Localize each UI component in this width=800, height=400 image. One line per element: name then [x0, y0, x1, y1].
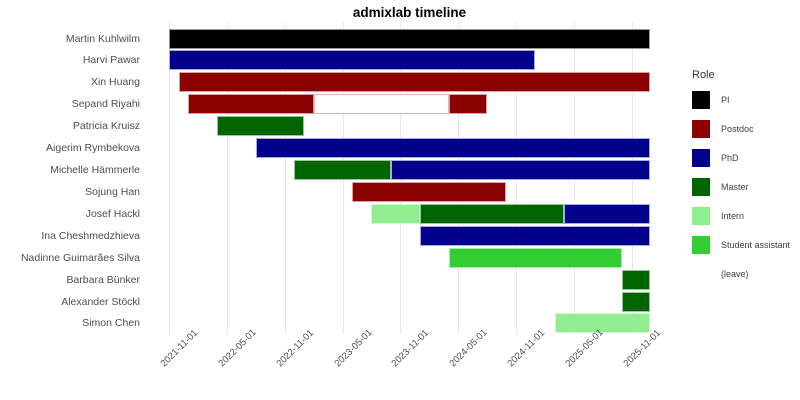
gantt-bar-master [217, 116, 304, 137]
gantt-bar-postdoc [188, 94, 314, 115]
gantt-bar-master [622, 291, 650, 312]
legend-entry: Intern [692, 207, 798, 225]
legend-entry: Postdoc [692, 120, 798, 138]
gantt-bar-phd [564, 203, 650, 224]
legend-label: PI [721, 95, 730, 105]
legend-title: Role [692, 69, 715, 81]
legend-swatch-master [692, 178, 710, 196]
row-label: Ina Cheshmedzhieva [41, 229, 140, 242]
chart-title: admixlab timeline [352, 5, 467, 20]
gantt-bar-student-assistant [448, 247, 623, 268]
row-label: Aigerim Rymbekova [46, 142, 140, 155]
legend-label: (leave) [721, 269, 749, 279]
legend: Role PI Postdoc PhD Master Intern Student ass… [692, 69, 798, 294]
gantt-bar-master [294, 160, 391, 181]
legend-swatch-phd [692, 149, 710, 167]
row-label: Martin Kuhlwilm [65, 32, 140, 45]
gridline [284, 22, 286, 334]
row-label: Nadinne Guimarães Silva [20, 251, 140, 264]
row-label: Simon Chen [82, 317, 140, 330]
gantt-bar-postdoc [448, 94, 488, 115]
legend-entry: PI [692, 91, 798, 109]
gantt-bar-phd [419, 225, 650, 246]
legend-entry: Student assistant [692, 236, 798, 254]
row-label: Harvi Pawar [82, 54, 140, 67]
legend-swatch-pi [692, 91, 710, 109]
row-label: Alexander Stöckl [61, 295, 140, 308]
gridline [169, 22, 170, 334]
legend-label: Student assistant [721, 240, 791, 250]
legend-label: Master [721, 182, 749, 192]
row-label: Sepand Riyahi [71, 98, 140, 111]
plot-area [169, 22, 650, 334]
legend-swatch-postdoc [692, 120, 710, 138]
gantt-bar-phd [169, 50, 536, 71]
legend-swatch-leave [692, 265, 710, 283]
row-label: Michelle Hämmerle [50, 164, 140, 177]
gantt-bar-master [419, 203, 565, 224]
gridline [226, 22, 228, 334]
row-label: Sojung Han [85, 185, 140, 198]
gantt-bar-phd [255, 138, 650, 159]
gantt-bar-postdoc [178, 72, 650, 93]
row-label: Xin Huang [90, 76, 140, 89]
row-label: Josef Hackl [85, 207, 140, 220]
gantt-bar-postdoc [352, 181, 507, 202]
row-label: Patricia Kruisz [72, 120, 140, 133]
legend-entry: Master [692, 178, 798, 196]
legend-entry: (leave) [692, 265, 798, 283]
row-label: Barbara Bünker [66, 273, 140, 286]
legend-swatch-student-assistant [692, 236, 710, 254]
legend-label: Postdoc [721, 124, 754, 134]
gantt-bar-intern [371, 203, 420, 224]
legend-entries: PI Postdoc PhD Master Intern Student assistan… [692, 91, 798, 283]
legend-label: Intern [721, 211, 745, 221]
gantt-bar-intern [554, 313, 650, 334]
gantt-bar-phd [390, 160, 650, 181]
legend-swatch-intern [692, 207, 710, 225]
legend-label: PhD [721, 153, 739, 163]
legend-entry: PhD [692, 149, 798, 167]
gantt-bar-leave [313, 94, 449, 115]
gantt-bar-master [622, 269, 650, 290]
gantt-bar-pi [169, 28, 650, 49]
